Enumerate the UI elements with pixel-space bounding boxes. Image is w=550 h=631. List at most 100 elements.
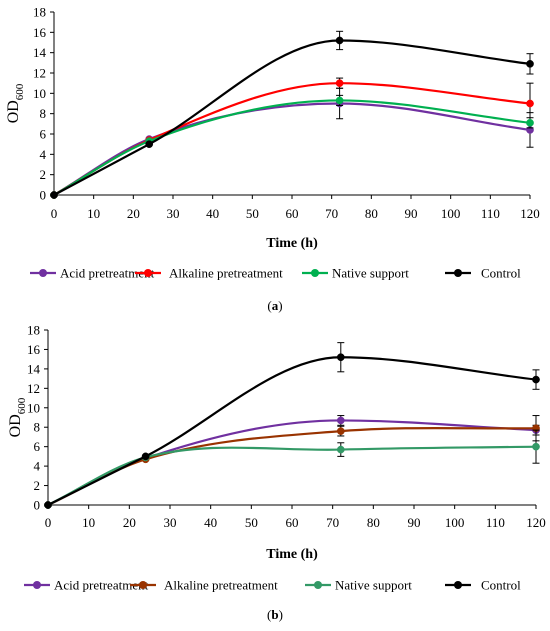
caption-paren-open: ( <box>267 607 271 622</box>
y-tick-label: 12 <box>27 381 40 396</box>
legend-item: Control <box>445 266 521 281</box>
series-alkaline-pretreatment <box>50 77 534 199</box>
series-line <box>53 99 531 196</box>
y-tick-label: 8 <box>40 106 47 121</box>
series-control <box>44 342 540 509</box>
x-tick-label: 40 <box>204 515 217 530</box>
x-tick-label: 50 <box>246 206 259 221</box>
y-tick-label: 4 <box>34 459 41 474</box>
x-tick-label: 30 <box>167 206 180 221</box>
chart-panel-b: 0 2 4 6 8 10 12 14 16 18 0 10 20 30 40 50 60 70 80 90 100 110… <box>7 323 546 623</box>
y-tick-label: 4 <box>40 147 47 162</box>
series-line <box>53 82 531 196</box>
x-tick-label: 70 <box>326 515 339 530</box>
y-tick-label: 6 <box>34 439 41 454</box>
y-tick-label: 16 <box>27 342 41 357</box>
x-tick-label: 110 <box>481 206 500 221</box>
legend-marker <box>454 269 462 277</box>
data-point <box>336 353 345 362</box>
series-line <box>47 356 537 506</box>
chart-panel-a: 0 2 4 6 8 10 12 14 16 18 0 10 20 30 40 50 60 70 80 90 100 110… <box>5 5 540 314</box>
data-point <box>532 375 540 384</box>
legend-label: Control <box>481 578 521 593</box>
series-line <box>53 102 531 196</box>
caption-paren-open: ( <box>267 298 271 313</box>
x-tick-label: 20 <box>123 515 136 530</box>
series-control <box>50 30 534 199</box>
data-point <box>50 191 58 199</box>
data-point <box>335 79 344 88</box>
data-point <box>336 416 345 425</box>
series-line <box>47 419 537 506</box>
y-axis-label: OD600 <box>5 83 26 123</box>
x-tick-label: 110 <box>486 515 505 530</box>
series-alkaline-pretreatment <box>44 415 540 509</box>
y-tick-label: 0 <box>34 498 41 513</box>
legend-marker <box>139 581 147 589</box>
legend-item: Alkaline pretreatment <box>135 266 283 281</box>
x-tick-label: 30 <box>164 515 177 530</box>
legend-item: Acid pretreatment <box>30 266 155 281</box>
x-tick-label: 70 <box>325 206 338 221</box>
legend-label: Control <box>481 266 521 281</box>
x-tick-label: 100 <box>441 206 461 221</box>
legend-label: Alkaline pretreatment <box>169 266 283 281</box>
x-tick-label: 80 <box>365 206 378 221</box>
legend-label: Alkaline pretreatment <box>164 578 278 593</box>
legend: Acid pretreatment Alkaline pretreatment Na… <box>30 266 521 281</box>
series-native-support <box>50 94 534 199</box>
legend-label: Native support <box>332 266 409 281</box>
panel-caption: (b) <box>267 607 283 622</box>
data-point <box>145 140 154 149</box>
series-acid-pretreatment <box>50 87 534 199</box>
y-tick-label: 14 <box>33 45 47 60</box>
x-tick-label: 90 <box>405 206 418 221</box>
legend-marker <box>311 269 319 277</box>
legend-marker <box>454 581 462 589</box>
x-tick-label: 10 <box>82 515 95 530</box>
x-tick-label: 0 <box>45 515 52 530</box>
legend-label: Native support <box>335 578 412 593</box>
y-axis-label: OD600 <box>7 397 28 437</box>
x-axis-label: Time (h) <box>266 236 318 251</box>
y-tick-label: 8 <box>34 420 41 435</box>
y-tick-label: 16 <box>33 25 47 40</box>
y-tick-label: 10 <box>33 86 46 101</box>
x-tick-label: 80 <box>367 515 380 530</box>
x-tick-label: 40 <box>206 206 219 221</box>
y-tick-label: 18 <box>27 323 40 338</box>
data-point <box>526 60 534 68</box>
y-tick-label: 2 <box>40 167 47 182</box>
data-point <box>141 452 150 461</box>
x-tick-label: 50 <box>245 515 258 530</box>
caption-letter: b <box>271 607 278 622</box>
data-point <box>336 427 345 435</box>
data-point <box>336 445 345 454</box>
data-point <box>532 442 540 451</box>
data-point <box>335 96 344 105</box>
y-tick-label: 18 <box>33 5 46 20</box>
legend-item: Native support <box>305 578 412 593</box>
y-tick-label: 0 <box>40 188 47 203</box>
legend-item: Control <box>445 578 521 593</box>
y-axis-label-main: OD <box>7 414 24 437</box>
x-tick-label: 100 <box>445 515 465 530</box>
y-tick-label: 12 <box>33 66 46 81</box>
data-point <box>526 99 534 108</box>
series-line <box>47 445 537 506</box>
legend-item: Alkaline pretreatment <box>130 578 278 593</box>
x-tick-label: 60 <box>286 206 299 221</box>
y-axis-label-main: OD <box>5 100 22 123</box>
legend-marker <box>33 581 41 589</box>
series-line <box>53 39 531 196</box>
x-tick-label: 10 <box>87 206 100 221</box>
legend: Acid pretreatment Alkaline pretreatment Na… <box>24 578 521 593</box>
panel-caption: (a) <box>267 298 282 313</box>
data-point <box>44 501 52 509</box>
y-tick-label: 6 <box>40 127 47 142</box>
caption-paren-close: ) <box>279 607 283 622</box>
legend-marker <box>144 269 152 277</box>
caption-letter: a <box>272 298 279 313</box>
data-point <box>335 36 344 45</box>
